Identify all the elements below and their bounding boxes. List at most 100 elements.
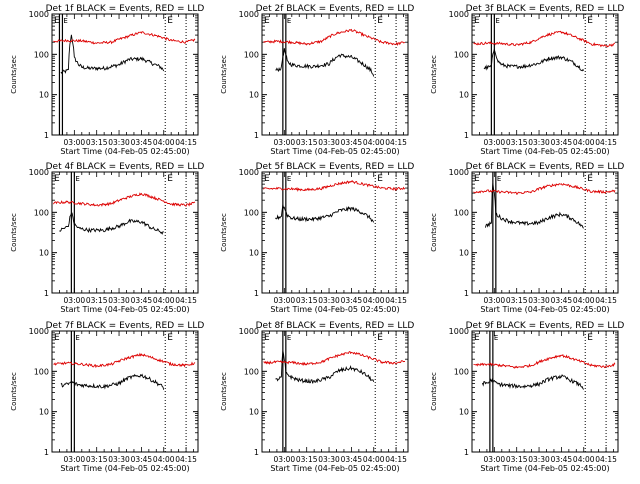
x-tick-label: 04:15	[595, 138, 617, 147]
flag-label-mid: E	[495, 17, 499, 25]
x-tick-label: 03:30	[108, 455, 130, 464]
panel-det-8: Det 8f BLACK = Events, RED = LLD Counts/s…	[220, 321, 414, 473]
x-tick-label: 03:30	[528, 138, 550, 147]
y-tick-label: 1000	[449, 168, 469, 177]
y-axis-label: Counts/sec	[220, 55, 228, 94]
x-tick-label: 04:00	[363, 138, 385, 147]
panel-det-6: Det 6f BLACK = Events, RED = LLDCounts/s…	[430, 162, 624, 314]
x-tick-label: 03:15	[296, 296, 318, 305]
flag-label-right: E	[587, 16, 593, 26]
series-events-line	[275, 205, 373, 223]
x-tick-label: 03:00	[274, 455, 296, 464]
flag-label-left: E	[54, 174, 60, 184]
x-tick-label: 03:30	[108, 138, 130, 147]
x-tick-label: 04:00	[363, 455, 385, 464]
flag-label-right: E	[377, 174, 383, 184]
y-tick-label: 10	[459, 408, 469, 417]
flag-label-left: E	[474, 16, 480, 26]
x-tick-label: 03:15	[86, 296, 108, 305]
flag-label-mid: E	[63, 17, 67, 25]
y-tick-label: 10	[249, 249, 259, 258]
x-tick-label: 04:15	[175, 296, 197, 305]
y-axis-label: Counts/sec	[220, 213, 228, 252]
panel-title: Det 4f BLACK = Events, RED = LLD	[46, 162, 205, 172]
series-lld-line	[264, 181, 406, 191]
x-tick-label: 03:45	[341, 296, 363, 305]
series-events-line	[484, 49, 584, 70]
x-tick-label: 03:15	[296, 455, 318, 464]
x-tick-label: 04:15	[385, 455, 407, 464]
x-tick-label: 03:45	[551, 296, 573, 305]
flag-label-right: E	[167, 16, 173, 26]
flag-label-right: E	[167, 174, 173, 184]
series-lld-line	[54, 32, 196, 44]
x-tick-label: 03:45	[341, 455, 363, 464]
flag-label-left: E	[54, 16, 60, 26]
panel-det-9: Det 9f BLACK = Events, RED = LLDCounts/s…	[430, 321, 624, 473]
x-tick-label: 03:00	[484, 296, 506, 305]
flag-label-right: E	[587, 174, 593, 184]
x-tick-label: 03:15	[86, 138, 108, 147]
flag-label-mid: E	[287, 175, 291, 183]
series-lld-line	[474, 355, 616, 368]
y-tick-label: 1000	[449, 327, 469, 336]
x-axis-label: Start Time (04-Feb-05 02:45:00)	[480, 147, 609, 156]
flag-label-mid: E	[75, 334, 79, 342]
x-tick-label: 04:15	[595, 455, 617, 464]
y-tick-label: 10	[459, 249, 469, 258]
y-tick-label: 1	[44, 289, 49, 298]
y-axis-label: Counts/sec	[10, 372, 18, 411]
y-tick-label: 10	[39, 249, 49, 258]
x-axis-label: Start Time (04-Feb-05 02:45:00)	[270, 147, 399, 156]
flag-label-right: E	[377, 333, 383, 343]
x-axis-label: Start Time (04-Feb-05 02:45:00)	[270, 305, 399, 314]
series-events-line	[482, 375, 583, 389]
y-tick-label: 1000	[239, 327, 259, 336]
x-tick-label: 04:15	[175, 455, 197, 464]
series-events-line	[275, 350, 373, 383]
plot-frame	[472, 331, 618, 452]
x-tick-label: 03:15	[506, 296, 528, 305]
x-tick-label: 03:45	[551, 455, 573, 464]
flag-label-mid: E	[494, 334, 498, 342]
panel-title: Det 9f BLACK = Events, RED = LLD	[466, 321, 625, 331]
flag-label-right: E	[587, 333, 593, 343]
y-tick-label: 100	[454, 208, 469, 217]
x-tick-label: 03:00	[274, 138, 296, 147]
flag-label-mid: E	[75, 175, 79, 183]
x-axis-label: Start Time (04-Feb-05 02:45:00)	[60, 464, 189, 473]
x-tick-label: 03:15	[86, 455, 108, 464]
panel-det-7: Det 7f BLACK = Events, RED = LLDCounts/s…	[10, 321, 204, 473]
x-tick-label: 03:15	[506, 455, 528, 464]
y-tick-label: 1000	[449, 10, 469, 19]
panel-title: Det 5f BLACK = Events, RED = LLD	[256, 162, 415, 172]
y-tick-label: 10	[39, 91, 49, 100]
flag-label-left: E	[264, 333, 270, 343]
y-tick-label: 1000	[29, 168, 49, 177]
panel-det-4: Det 4f BLACK = Events, RED = LLDCounts/s…	[10, 162, 204, 314]
x-tick-label: 03:00	[484, 455, 506, 464]
y-tick-label: 10	[249, 408, 259, 417]
x-tick-label: 04:00	[153, 455, 175, 464]
series-events-line	[275, 48, 373, 76]
panel-title: Det 2f BLACK = Events, RED = LLD	[256, 4, 415, 14]
y-tick-label: 1	[44, 131, 49, 140]
y-tick-label: 1	[254, 289, 259, 298]
x-tick-label: 04:00	[573, 138, 595, 147]
y-tick-label: 1	[464, 289, 469, 298]
x-tick-label: 04:15	[175, 138, 197, 147]
series-lld-line	[264, 30, 406, 45]
x-tick-label: 03:00	[64, 138, 86, 147]
x-tick-label: 04:00	[573, 455, 595, 464]
x-tick-label: 04:15	[595, 296, 617, 305]
x-tick-label: 03:45	[551, 138, 573, 147]
x-tick-label: 03:45	[341, 138, 363, 147]
panel-det-1: Det 1f BLACK = Events, RED = LLDCounts/s…	[10, 4, 204, 156]
y-axis-label: Counts/sec	[220, 372, 228, 411]
panel-det-3: Det 3f BLACK = Events, RED = LLDCounts/s…	[430, 4, 624, 156]
plot-frame	[262, 172, 408, 293]
series-events-line	[59, 213, 163, 234]
y-tick-label: 1	[254, 131, 259, 140]
panel-title: Det 8f BLACK = Events, RED = LLD	[256, 321, 415, 331]
